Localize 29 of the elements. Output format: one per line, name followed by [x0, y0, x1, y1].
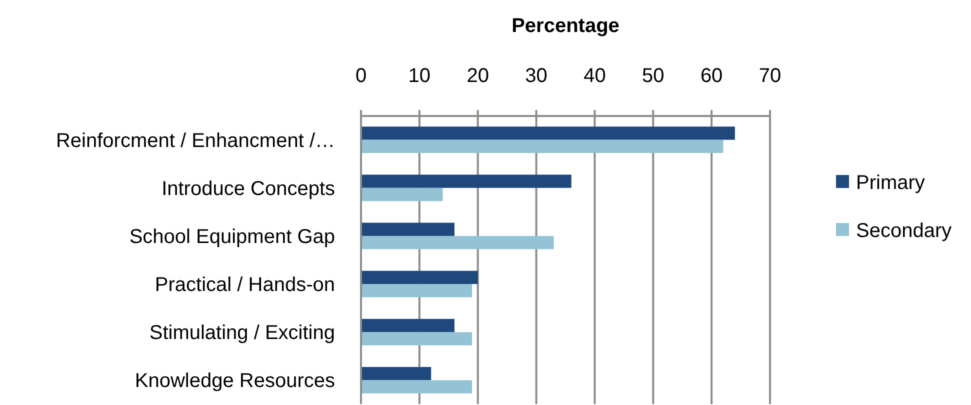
- y-tick-label: Stimulating / Exciting: [149, 322, 335, 344]
- legend-label: Secondary: [856, 220, 952, 242]
- bar: [361, 174, 572, 188]
- x-tick-label: 50: [642, 65, 664, 87]
- bar: [361, 126, 735, 140]
- bar: [361, 188, 443, 202]
- bar: [361, 284, 472, 298]
- x-tick-label: 20: [466, 65, 489, 87]
- x-tick-label: 60: [700, 65, 723, 87]
- y-tick-label: Practical / Hands-on: [154, 274, 335, 296]
- bar: [361, 222, 454, 236]
- y-tick-label: School Equipment Gap: [129, 226, 335, 248]
- x-tick-label: 10: [408, 65, 431, 87]
- y-tick-label: Reinforcment / Enhancment /…: [56, 130, 335, 152]
- x-tick-label: 40: [584, 65, 606, 87]
- bar: [361, 318, 454, 332]
- x-tick-label: 70: [758, 65, 782, 87]
- bar: [361, 366, 432, 380]
- x-tick-label: 30: [525, 65, 548, 87]
- bar: [361, 380, 472, 394]
- x-axis-title: Percentage: [512, 15, 620, 37]
- bar: [361, 236, 554, 250]
- x-tick-label: 0: [355, 65, 367, 87]
- y-tick-label: Knowledge Resources: [134, 370, 335, 392]
- bar: [361, 332, 472, 346]
- bar: [361, 270, 478, 284]
- y-tick-label: Introduce Concepts: [162, 178, 335, 200]
- legend-label: Primary: [856, 172, 925, 194]
- bar: [361, 140, 724, 154]
